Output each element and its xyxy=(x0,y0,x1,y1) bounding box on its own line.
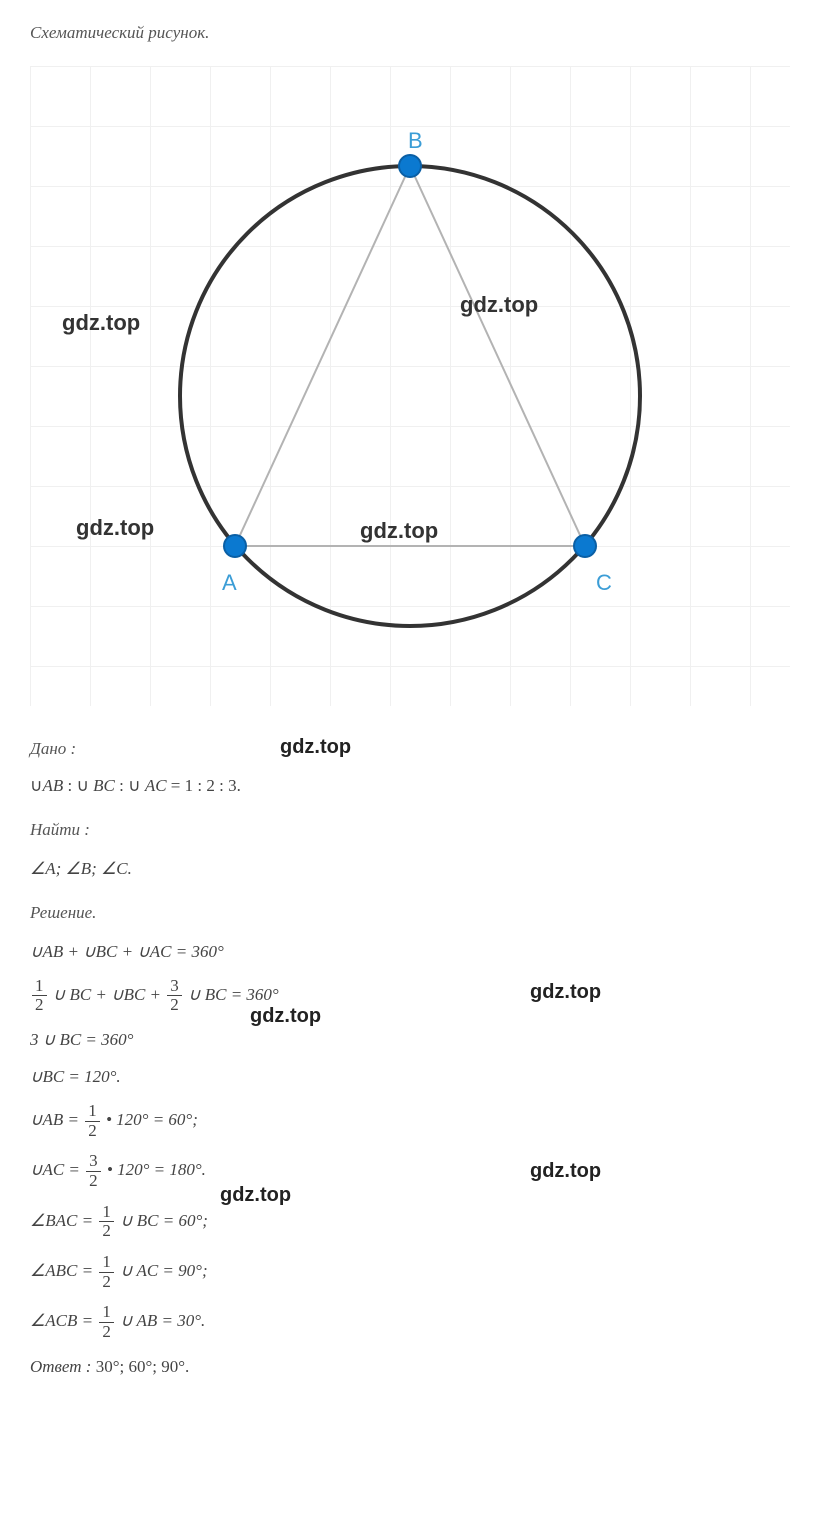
fraction-half: 1 2 xyxy=(32,977,47,1015)
fraction-half: 1 2 xyxy=(99,1303,114,1341)
solution-header: Решение. xyxy=(30,900,789,926)
solution-line-9: ∠ACB = 1 2 ∪ AB = 30°. xyxy=(30,1303,789,1341)
frac-den: 2 xyxy=(167,996,182,1015)
sep: : ∪ xyxy=(63,776,93,795)
solution-line-5: ∪AB = 1 2 • 120° = 60°; xyxy=(30,1102,789,1140)
answer-line: Ответ : 30°; 60°; 90°. xyxy=(30,1354,789,1380)
sol-text: ∠ABC = xyxy=(30,1261,97,1280)
sol-text: ∪ AC = 90°; xyxy=(120,1261,208,1280)
solution-line-7: ∠BAC = 1 2 ∪ BC = 60°; xyxy=(30,1203,789,1241)
given-header: Дано : xyxy=(30,739,76,758)
seg-bc: BC xyxy=(93,776,115,795)
sol-text: ∠BAC = xyxy=(30,1211,97,1230)
frac-num: 1 xyxy=(85,1102,100,1122)
seg-ac: AC xyxy=(145,776,167,795)
fraction-half: 1 2 xyxy=(99,1203,114,1241)
vertex-b-point xyxy=(399,155,421,177)
label-c: C xyxy=(596,566,612,599)
sol-text: ∠ACB = xyxy=(30,1311,97,1330)
arc-symbol: ∪ xyxy=(30,776,42,795)
diagram-svg xyxy=(30,66,790,706)
vertex-c-point xyxy=(574,535,596,557)
answer-text: 30°; 60°; 90°. xyxy=(96,1357,190,1376)
fraction-three-halves: 3 2 xyxy=(167,977,182,1015)
watermark: gdz.top xyxy=(530,977,601,1007)
frac-den: 2 xyxy=(99,1323,114,1342)
given-row: Дано : gdz.top xyxy=(30,736,789,762)
triangle-abc xyxy=(235,166,585,546)
solution-line-1: ∪AB + ∪BC + ∪AC = 360° xyxy=(30,939,789,965)
watermark: gdz.top xyxy=(280,732,351,762)
eq-text: = 1 : 2 : 3. xyxy=(167,776,241,795)
frac-num: 1 xyxy=(99,1303,114,1323)
find-line: ∠A; ∠B; ∠C. xyxy=(30,856,789,882)
solution-line-8: ∠ABC = 1 2 ∪ AC = 90°; xyxy=(30,1253,789,1291)
sol-text: • 120° = 60°; xyxy=(106,1110,198,1129)
sol-text: ∪AC = xyxy=(30,1160,84,1179)
answer-label: Ответ : xyxy=(30,1357,96,1376)
geometry-diagram: B A C gdz.top gdz.top gdz.top gdz.top xyxy=(30,66,790,706)
circumscribed-circle xyxy=(180,166,640,626)
frac-num: 1 xyxy=(99,1203,114,1223)
sol-text: ∪AB + ∪BC + ∪AC = 360° xyxy=(30,942,224,961)
label-b: B xyxy=(408,124,423,157)
given-line-1: ∪AB : ∪ BC : ∪ AC = 1 : 2 : 3. xyxy=(30,773,789,799)
sol-text: ∪AB = xyxy=(30,1110,83,1129)
fraction-three-halves: 3 2 xyxy=(86,1152,101,1190)
frac-num: 3 xyxy=(86,1152,101,1172)
frac-num: 1 xyxy=(99,1253,114,1273)
watermark: gdz.top xyxy=(530,1156,601,1186)
find-text: ∠A; ∠B; ∠C. xyxy=(30,859,132,878)
frac-num: 3 xyxy=(167,977,182,997)
solution-line-6: ∪AC = 3 2 • 120° = 180°. gdz.top gdz.top xyxy=(30,1152,789,1190)
solution-line-2: 1 2 ∪ BC + ∪BC + 3 2 ∪ BC = 360° gdz.top… xyxy=(30,977,789,1015)
frac-den: 2 xyxy=(99,1222,114,1241)
label-a: A xyxy=(222,566,237,599)
frac-den: 2 xyxy=(99,1273,114,1292)
sol-text: • 120° = 180°. xyxy=(107,1160,206,1179)
fraction-half: 1 2 xyxy=(99,1253,114,1291)
solution-line-4: ∪BC = 120°. xyxy=(30,1064,789,1090)
frac-num: 1 xyxy=(32,977,47,997)
frac-den: 2 xyxy=(86,1172,101,1191)
solution-body: Дано : gdz.top ∪AB : ∪ BC : ∪ AC = 1 : 2… xyxy=(30,736,789,1380)
frac-den: 2 xyxy=(85,1122,100,1141)
vertex-a-point xyxy=(224,535,246,557)
sol-text: ∪ AB = 30°. xyxy=(120,1311,205,1330)
fraction-half: 1 2 xyxy=(85,1102,100,1140)
seg-ab: AB xyxy=(42,776,63,795)
sol-text: ∪ BC = 60°; xyxy=(120,1211,208,1230)
sol-text: 3 ∪ BC = 360° xyxy=(30,1030,133,1049)
schematic-title: Схематический рисунок. xyxy=(30,20,789,46)
solution-line-3: 3 ∪ BC = 360° xyxy=(30,1027,789,1053)
sol-text: ∪BC = 120°. xyxy=(30,1067,121,1086)
sep: : ∪ xyxy=(115,776,145,795)
sol-text: ∪ BC + ∪BC + xyxy=(53,985,166,1004)
find-header: Найти : xyxy=(30,817,789,843)
frac-den: 2 xyxy=(32,996,47,1015)
